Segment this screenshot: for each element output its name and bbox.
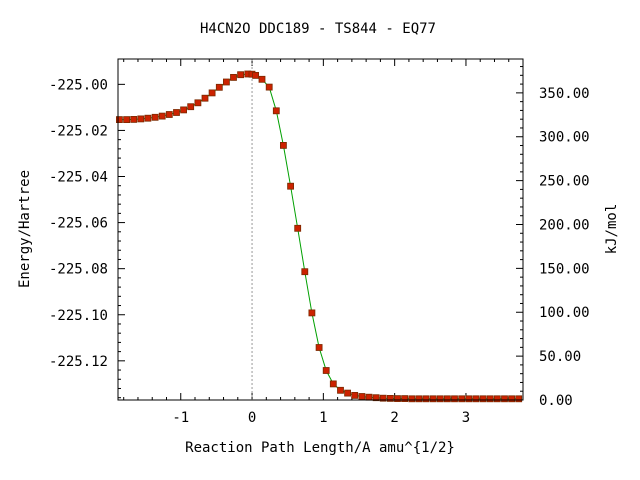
data-point bbox=[501, 395, 508, 403]
y2-tick-label: 50.00 bbox=[539, 349, 581, 365]
data-point bbox=[508, 395, 516, 403]
data-point bbox=[322, 367, 330, 374]
data-point bbox=[301, 268, 309, 276]
y-tick-label: -225.06 bbox=[49, 216, 108, 232]
x-tick-label: 3 bbox=[462, 410, 470, 426]
chart-title: H4CN2O DDC189 - TS844 - EQ77 bbox=[200, 21, 436, 37]
data-point bbox=[351, 391, 359, 399]
data-point bbox=[137, 115, 145, 123]
data-point bbox=[180, 106, 188, 114]
data-point bbox=[252, 72, 260, 79]
data-point bbox=[215, 83, 223, 91]
data-point bbox=[201, 94, 209, 102]
marker-layer bbox=[116, 70, 523, 403]
data-point bbox=[265, 83, 273, 91]
data-point bbox=[279, 141, 287, 149]
y-tick-label: -225.02 bbox=[49, 123, 108, 139]
data-point bbox=[272, 107, 280, 115]
y-tick-label: -225.00 bbox=[49, 77, 108, 93]
y2-tick-label: 300.00 bbox=[539, 130, 590, 146]
data-point bbox=[337, 386, 344, 394]
x-tick-label: 0 bbox=[248, 410, 256, 426]
y2-tick-label: 150.00 bbox=[539, 261, 590, 277]
data-point bbox=[443, 395, 451, 403]
y-tick-label: -225.10 bbox=[49, 308, 108, 324]
data-point bbox=[123, 116, 130, 123]
data-point bbox=[165, 111, 173, 118]
data-point bbox=[237, 71, 245, 79]
data-point bbox=[408, 395, 416, 403]
x-tick-label: 1 bbox=[319, 410, 327, 426]
y-axis-label: Energy/Hartree bbox=[17, 170, 33, 288]
y2-tick-label: 0.00 bbox=[539, 393, 573, 409]
data-point bbox=[465, 395, 473, 403]
x-tick-label: 2 bbox=[390, 410, 398, 426]
data-point bbox=[458, 395, 466, 403]
y-tick-label: -225.08 bbox=[49, 262, 108, 278]
data-point bbox=[287, 182, 295, 190]
series-line bbox=[119, 73, 519, 400]
data-point bbox=[222, 78, 230, 86]
data-point bbox=[472, 395, 480, 403]
data-point bbox=[365, 393, 373, 401]
data-point bbox=[379, 394, 387, 402]
data-point bbox=[344, 389, 352, 397]
data-point bbox=[372, 394, 380, 402]
data-point bbox=[151, 113, 159, 121]
y2-axis-label: kJ/mol bbox=[604, 204, 620, 255]
data-point bbox=[415, 395, 423, 403]
data-point bbox=[308, 309, 316, 317]
data-point bbox=[386, 394, 394, 402]
data-point bbox=[515, 395, 523, 403]
y2-tick-label: 350.00 bbox=[539, 86, 590, 102]
y-tick-label: -225.12 bbox=[49, 354, 108, 370]
data-point bbox=[479, 395, 487, 403]
x-axis-label: Reaction Path Length/A amu^{1/2} bbox=[185, 440, 455, 456]
data-point bbox=[436, 395, 444, 403]
y2-tick-label: 200.00 bbox=[539, 217, 590, 233]
data-point bbox=[394, 395, 401, 403]
y2-tick-label: 250.00 bbox=[539, 174, 590, 190]
data-point bbox=[486, 395, 494, 403]
data-point bbox=[208, 89, 216, 97]
data-point bbox=[401, 395, 409, 403]
data-point bbox=[429, 395, 437, 403]
data-point bbox=[194, 99, 202, 107]
data-point bbox=[294, 224, 302, 232]
data-point bbox=[358, 393, 366, 400]
data-point bbox=[230, 74, 237, 81]
data-point bbox=[493, 395, 501, 403]
data-point bbox=[258, 75, 266, 83]
x-tick-label: -1 bbox=[172, 410, 189, 426]
tick-layer: -1 0 1 2 3 -225.00 -225.02 -225.04 -225.06 -225.0… bbox=[49, 59, 590, 426]
data-point bbox=[116, 116, 123, 123]
data-point bbox=[130, 116, 138, 123]
data-point bbox=[158, 112, 166, 120]
data-point bbox=[451, 395, 458, 403]
data-point bbox=[315, 344, 323, 351]
data-point bbox=[422, 395, 430, 403]
y2-tick-label: 100.00 bbox=[539, 305, 590, 321]
data-point bbox=[173, 109, 180, 116]
plot-frame bbox=[117, 58, 524, 401]
data-point bbox=[144, 114, 152, 122]
y-tick-label: -225.04 bbox=[49, 170, 108, 186]
data-point bbox=[329, 380, 337, 388]
data-point bbox=[187, 103, 195, 111]
